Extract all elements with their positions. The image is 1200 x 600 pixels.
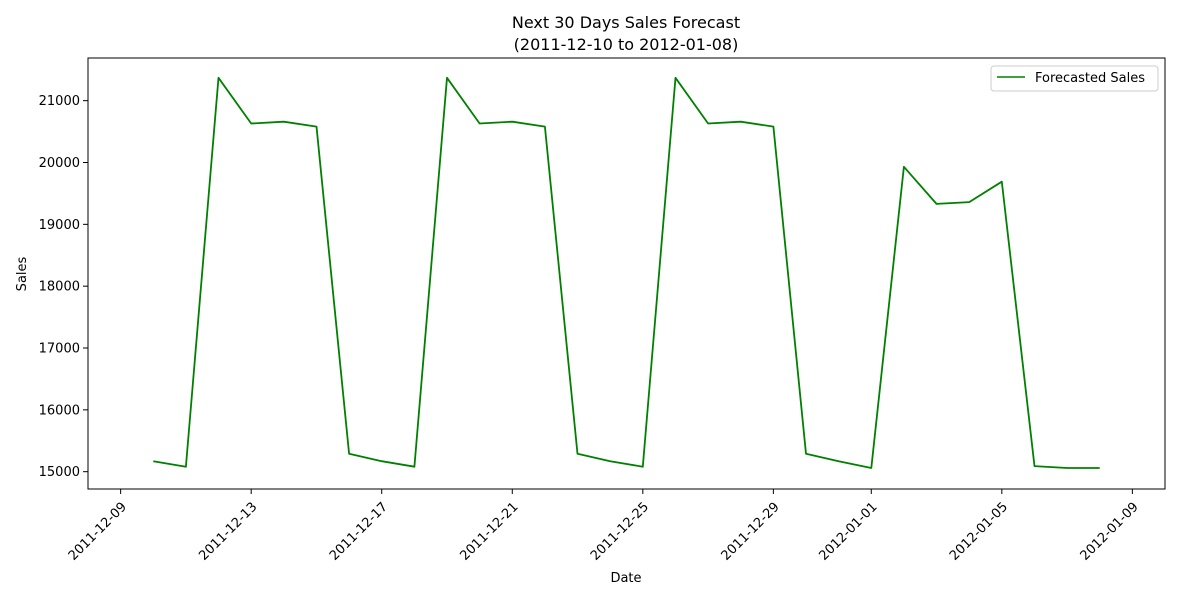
y-tick-label: 19000: [39, 218, 80, 233]
chart-subtitle: (2011-12-10 to 2012-01-08): [514, 35, 739, 54]
legend-box: [990, 65, 1159, 92]
legend: Forecasted Sales: [990, 65, 1159, 92]
y-tick-label: 18000: [39, 280, 80, 295]
y-tick-label: 20000: [39, 156, 80, 171]
y-tick-label: 16000: [39, 403, 80, 418]
series-line-0: [153, 76, 1100, 469]
x-axis-label: Date: [610, 571, 641, 586]
legend-label: Forecasted Sales: [1035, 71, 1145, 86]
y-tick-label: 21000: [39, 94, 80, 109]
y-tick-label: 17000: [39, 342, 80, 357]
y-tick-label: 15000: [39, 465, 80, 480]
y-axis-label: Sales: [15, 256, 30, 291]
chart-title: Next 30 Days Sales Forecast: [512, 13, 740, 32]
axes-frame: [87, 57, 1166, 490]
